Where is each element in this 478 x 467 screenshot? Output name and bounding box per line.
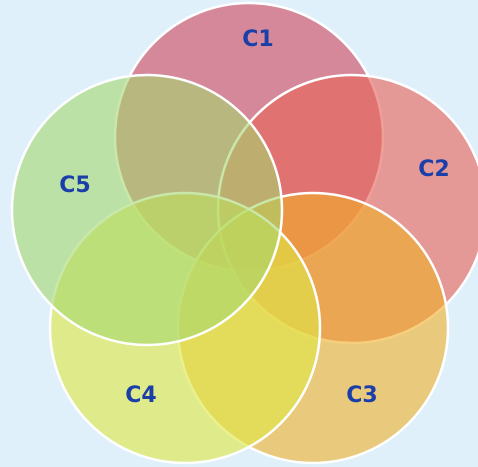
label-c1: C1	[242, 27, 273, 52]
label-c5: C5	[59, 173, 90, 198]
label-c4: C4	[125, 383, 156, 408]
circle-c5	[10, 73, 284, 347]
label-c3: C3	[346, 383, 377, 408]
label-c2: C2	[418, 157, 449, 182]
